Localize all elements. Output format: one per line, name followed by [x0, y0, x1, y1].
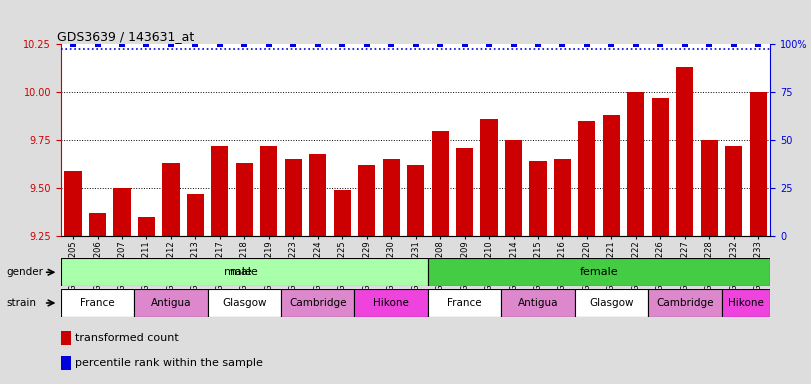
Bar [749, 92, 766, 236]
Bar [260, 146, 277, 236]
Bar [187, 194, 204, 236]
Bar [212, 146, 229, 236]
Text: Hikone: Hikone [728, 298, 764, 308]
Bar [162, 163, 179, 236]
Bar [575, 289, 648, 317]
Text: France: France [80, 298, 115, 308]
Bar [431, 131, 448, 236]
Text: percentile rank within the sample: percentile rank within the sample [75, 358, 263, 368]
Text: GDS3639 / 143631_at: GDS3639 / 143631_at [58, 30, 195, 43]
Bar [333, 190, 351, 236]
Text: Hikone: Hikone [373, 298, 409, 308]
Bar [603, 115, 620, 236]
Bar [407, 165, 424, 236]
Bar [383, 159, 400, 236]
Bar [61, 331, 71, 345]
Bar [701, 140, 718, 236]
Text: transformed count: transformed count [75, 333, 178, 343]
Bar [285, 159, 302, 236]
Bar [208, 289, 281, 317]
Bar [722, 289, 770, 317]
Bar [114, 188, 131, 236]
Text: Cambridge: Cambridge [656, 298, 714, 308]
Bar [627, 92, 645, 236]
Bar [530, 161, 547, 236]
Text: Glasgow: Glasgow [589, 298, 633, 308]
Bar [505, 140, 522, 236]
Bar [354, 289, 428, 317]
Text: gender: gender [6, 267, 44, 277]
Bar [236, 163, 253, 236]
Text: Antigua: Antigua [517, 298, 558, 308]
Bar [281, 289, 354, 317]
Bar [676, 67, 693, 236]
Text: female: female [580, 267, 619, 277]
Bar [428, 258, 770, 286]
Bar [135, 289, 208, 317]
Text: Glasgow: Glasgow [222, 298, 267, 308]
Bar [428, 289, 501, 317]
Bar [652, 98, 669, 236]
Bar [61, 356, 71, 370]
Bar [61, 258, 428, 286]
Bar [309, 154, 326, 236]
Bar [456, 148, 473, 236]
Bar [578, 121, 595, 236]
Bar [501, 289, 575, 317]
Bar [138, 217, 155, 236]
Bar [648, 289, 722, 317]
Text: strain: strain [6, 298, 36, 308]
Text: France: France [447, 298, 482, 308]
Text: Antigua: Antigua [151, 298, 191, 308]
Bar [725, 146, 742, 236]
Bar [65, 171, 82, 236]
Bar [61, 289, 135, 317]
Bar [480, 119, 498, 236]
Bar [554, 159, 571, 236]
Text: Cambridge: Cambridge [289, 298, 346, 308]
Bar [358, 165, 375, 236]
Bar [89, 213, 106, 236]
Text: male: male [225, 267, 252, 277]
Text: male: male [230, 267, 258, 277]
